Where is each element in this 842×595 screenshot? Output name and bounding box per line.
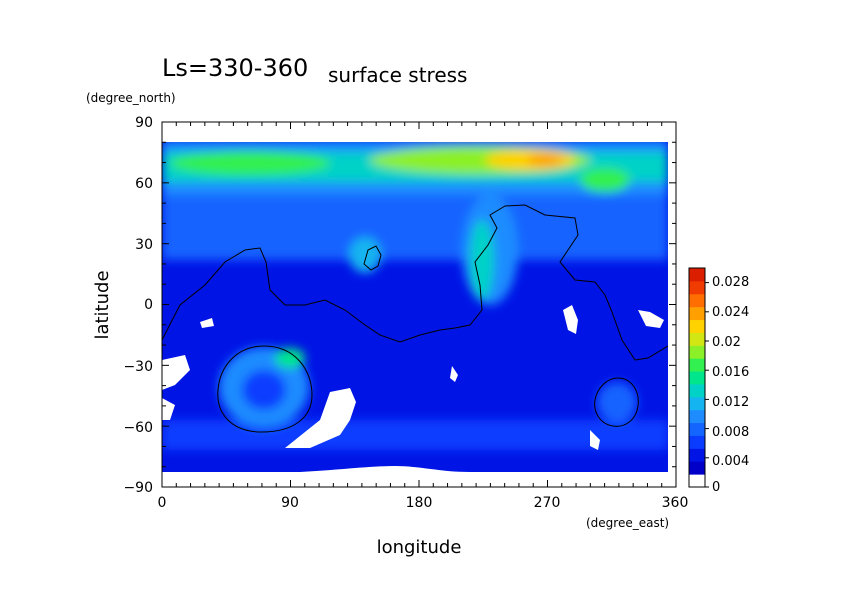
colorbar-label: 0.016 — [712, 365, 749, 380]
y-tick-label: 30 — [135, 237, 153, 253]
y-tick-label: −60 — [123, 420, 153, 436]
colorbar-swatch — [689, 383, 705, 398]
colorbar-swatch — [689, 293, 705, 308]
colorbar-label: 0 — [712, 480, 720, 495]
x-tick-label: 180 — [406, 495, 433, 511]
colorbar — [688, 267, 709, 488]
colorbar-swatch — [689, 474, 705, 488]
y-axis-label: latitude — [92, 270, 113, 339]
heatmap-field — [162, 130, 668, 479]
x-tick-label: 270 — [534, 495, 561, 511]
x-tick-label: 90 — [281, 495, 299, 511]
chart-title: Ls=330-360 — [162, 54, 308, 82]
colorbar-swatch — [689, 435, 705, 449]
field-hellas-max — [275, 348, 305, 368]
y-tick-label: 90 — [135, 115, 153, 131]
colorbar-label: 0.024 — [712, 305, 749, 320]
colorbar-swatch — [689, 409, 705, 424]
field-tharsis-core — [470, 220, 494, 300]
y-tick-labels: 90 60 30 0 −30 −60 −90 — [123, 115, 153, 496]
colorbar-swatch — [689, 422, 705, 436]
colorbar-swatch — [689, 371, 705, 385]
colorbar-labels: 0 0.004 0.008 0.012 0.016 0.02 0.024 0.0… — [712, 275, 749, 495]
x-tick-label: 360 — [662, 495, 689, 511]
colorbar-swatch — [689, 319, 705, 333]
field-jet-max-a — [170, 151, 330, 175]
axis-ticks — [161, 121, 677, 488]
colorbar-swatch — [689, 461, 705, 475]
x-tick-label: 0 — [158, 495, 167, 511]
y-tick-label: −90 — [123, 480, 153, 496]
colorbar-swatch — [689, 345, 705, 359]
field-hellas-inner — [242, 370, 286, 410]
field-jet-max-e — [580, 168, 630, 192]
colorbar-swatch — [689, 306, 705, 321]
colorbar-swatch — [689, 396, 705, 411]
y-units: (degree_north) — [86, 91, 176, 105]
chart-subtitle: surface stress — [328, 63, 467, 87]
colorbar-swatch — [689, 448, 705, 462]
field-argyre — [597, 382, 637, 422]
colorbar-label: 0.028 — [712, 275, 749, 290]
field-band-south — [162, 420, 668, 450]
contour-hellas — [217, 345, 313, 433]
contour-dichotomy — [162, 204, 668, 361]
y-tick-label: 0 — [144, 297, 153, 313]
colorbar-swatch — [689, 358, 705, 372]
x-units: (degree_east) — [586, 516, 669, 530]
x-tick-labels: 0 90 180 270 360 — [158, 495, 689, 511]
contour-elysium — [363, 245, 382, 271]
colorbar-swatch — [689, 268, 705, 282]
topography-contours — [162, 204, 668, 433]
colorbar-label: 0.008 — [712, 425, 749, 440]
colorbar-swatch — [689, 332, 705, 346]
colorbar-swatch — [689, 280, 705, 295]
contour-argyre — [594, 377, 639, 427]
colorbar-label: 0.004 — [712, 454, 749, 469]
x-axis-label: longitude — [377, 537, 462, 558]
masked-regions — [162, 130, 668, 479]
field-band-midlat — [162, 190, 668, 260]
y-tick-label: 60 — [135, 176, 153, 192]
y-tick-label: −30 — [123, 359, 153, 375]
colorbar-label: 0.02 — [712, 335, 741, 350]
field-elysium — [349, 237, 381, 273]
field-jet-max-d — [527, 154, 563, 166]
colorbar-label: 0.012 — [712, 395, 749, 410]
colorbar-frame — [688, 267, 706, 488]
